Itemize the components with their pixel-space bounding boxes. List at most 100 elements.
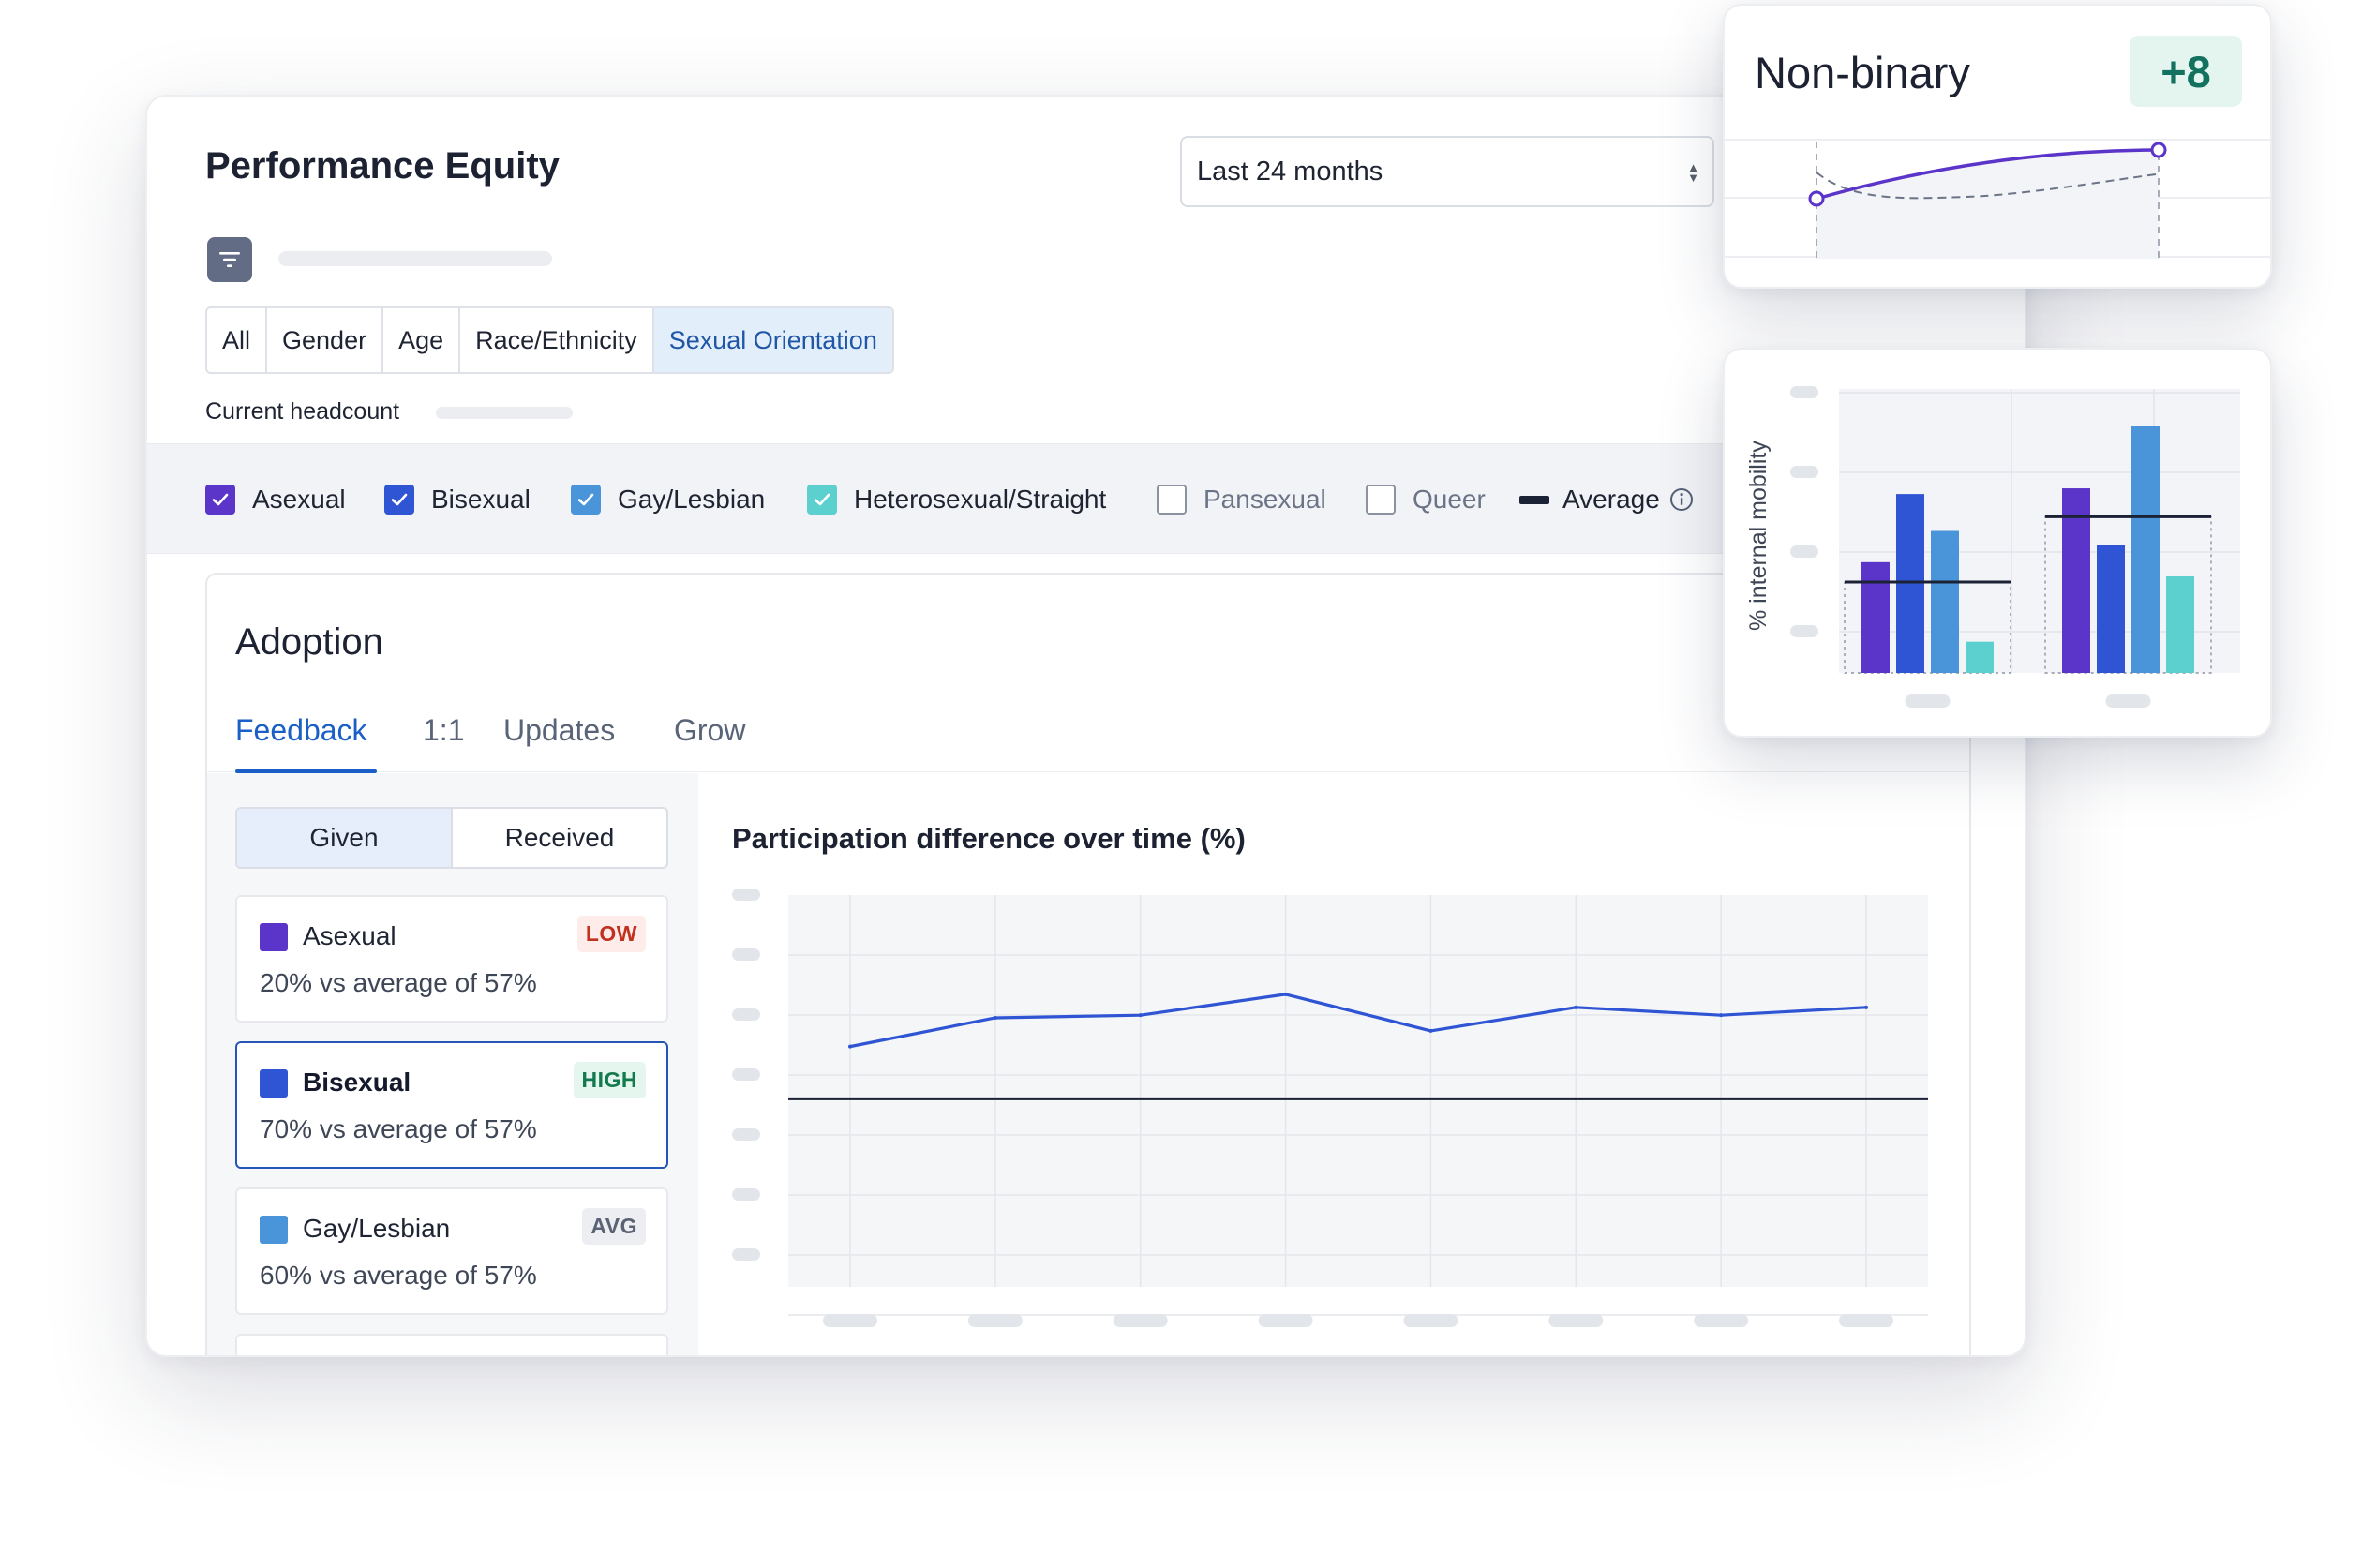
start-point: [1808, 190, 1825, 207]
group-card-bisexual[interactable]: Bisexual HIGH 70% vs average of 57%: [235, 1041, 668, 1169]
performance-equity-card: Performance Equity Last 24 months ▲ ▼ All…: [145, 95, 2026, 1357]
end-point: [2150, 142, 2167, 158]
y-tick-label-placeholder: [1790, 625, 1818, 637]
legend-label: Gay/Lesbian: [618, 485, 766, 514]
series-line: [849, 993, 1867, 1049]
date-range-select[interactable]: Last 24 months ▲ ▼: [1180, 136, 1714, 207]
select-arrows-icon: ▲ ▼: [1687, 160, 1699, 185]
y-tick-label-placeholder: [732, 948, 760, 961]
x-tick-label-placeholder: [967, 1314, 1023, 1327]
group-name: Gay/Lesbian: [303, 1214, 451, 1243]
x-tick-label-placeholder: [2105, 694, 2151, 708]
popup-group-label: Non-binary: [1755, 48, 1970, 97]
status-badge: HIGH: [573, 1062, 646, 1098]
filter-icon: [219, 252, 240, 267]
checkbox-checked-icon[interactable]: [384, 485, 414, 515]
y-tick-label-placeholder: [732, 889, 760, 901]
delta-badge: +8: [2130, 36, 2242, 107]
checkbox-checked-icon[interactable]: [807, 485, 837, 515]
y-tick-label-placeholder: [732, 1128, 760, 1141]
reference-dashed-line: [1816, 172, 2160, 200]
x-tick-label-placeholder: [1113, 1314, 1168, 1327]
data-point: [1574, 1005, 1578, 1009]
checkbox-checked-icon[interactable]: [571, 485, 601, 515]
info-circle-icon[interactable]: [1669, 487, 1694, 512]
y-tick-label-placeholder: [732, 1248, 760, 1261]
data-point: [1283, 992, 1288, 996]
data-point: [1719, 1013, 1724, 1018]
active-tab-indicator: [235, 769, 377, 773]
group-name: Asexual: [303, 921, 396, 950]
y-tick-label-placeholder: [732, 1008, 760, 1021]
y-tick-label-placeholder: [1790, 545, 1818, 558]
tab-updates[interactable]: Updates: [503, 713, 616, 747]
data-point: [1864, 1005, 1868, 1009]
adoption-card: Adoption Feedback 1:1 Updates Grow Given…: [205, 573, 1971, 1355]
toggle-given[interactable]: Given: [237, 809, 453, 867]
y-tick-label-placeholder: [1790, 386, 1818, 398]
legend-item-gay-lesbian[interactable]: Gay/Lesbian: [571, 483, 765, 516]
legend-bar: Asexual Bisexual Gay/Lesbian Heterosexua…: [147, 443, 2025, 554]
bar: [2166, 575, 2194, 673]
color-swatch: [260, 1216, 288, 1244]
color-swatch: [260, 1069, 288, 1098]
x-tick-label-placeholder: [1548, 1314, 1604, 1327]
legend-item-pansexual[interactable]: Pansexual: [1157, 483, 1326, 516]
group-detail: 20% vs average of 57%: [260, 968, 537, 997]
checkbox-unchecked-icon[interactable]: [1366, 485, 1396, 515]
status-badge: LOW: [576, 916, 646, 952]
legend-item-bisexual[interactable]: Bisexual: [384, 483, 531, 516]
participation-line-chart: [732, 889, 1928, 1327]
x-tick-label-placeholder: [823, 1314, 877, 1327]
tab-grow[interactable]: Grow: [674, 713, 746, 747]
filter-placeholder: [278, 251, 552, 266]
checkbox-unchecked-icon[interactable]: [1157, 485, 1187, 515]
legend-label: Queer: [1413, 485, 1486, 514]
tab-age[interactable]: Age: [383, 308, 461, 372]
y-tick-label-placeholder: [732, 1188, 760, 1201]
legend-label: Pansexual: [1203, 485, 1326, 514]
group-card-partial[interactable]: [235, 1334, 668, 1355]
legend-item-queer[interactable]: Queer: [1366, 483, 1486, 516]
bar: [2131, 426, 2160, 673]
tab-race-ethnicity[interactable]: Race/Ethnicity: [460, 308, 654, 372]
legend-item-heterosexual-straight[interactable]: Heterosexual/Straight: [807, 483, 1106, 516]
x-tick-label-placeholder: [1905, 694, 1951, 708]
y-tick-label-placeholder: [1790, 466, 1818, 478]
group-detail: 60% vs average of 57%: [260, 1261, 537, 1290]
headcount-value-placeholder: [436, 407, 573, 419]
tab-feedback[interactable]: Feedback: [235, 713, 367, 747]
tab-all[interactable]: All: [207, 308, 268, 372]
legend-item-asexual[interactable]: Asexual: [205, 483, 346, 516]
group-card-asexual[interactable]: Asexual LOW 20% vs average of 57%: [235, 895, 668, 1023]
group-list-panel: Given Received Asexual LOW 20% vs averag…: [207, 773, 698, 1355]
dimension-tabs: All Gender Age Race/Ethnicity Sexual Ori…: [205, 306, 894, 374]
tab-sexual-orientation[interactable]: Sexual Orientation: [653, 308, 892, 372]
data-point: [848, 1044, 852, 1049]
color-swatch: [260, 923, 288, 951]
bar: [1861, 561, 1890, 673]
group-card-gay-lesbian[interactable]: Gay/Lesbian AVG 60% vs average of 57%: [235, 1187, 668, 1315]
filter-button[interactable]: [207, 237, 252, 282]
x-tick-label-placeholder: [1403, 1314, 1458, 1327]
x-tick-label-placeholder: [1258, 1314, 1313, 1327]
group-name: Bisexual: [303, 1068, 411, 1097]
average-bracket: [2044, 515, 2212, 674]
bar: [2062, 488, 2090, 673]
average-bracket: [1844, 581, 2011, 674]
tab-gender[interactable]: Gender: [267, 308, 384, 372]
legend-label: Bisexual: [431, 485, 531, 514]
toggle-received[interactable]: Received: [504, 823, 615, 852]
chart-title: Participation difference over time (%): [732, 822, 1246, 855]
adoption-title: Adoption: [235, 621, 383, 663]
non-binary-sparkline: [1725, 139, 2270, 259]
tabs-divider: [207, 771, 1969, 772]
tab-one-on-one[interactable]: 1:1: [423, 713, 465, 747]
y-tick-label-placeholder: [732, 1068, 760, 1081]
checkbox-checked-icon[interactable]: [205, 485, 235, 515]
average-line-swatch: [1519, 495, 1549, 504]
status-badge: AVG: [582, 1208, 646, 1245]
data-point: [993, 1015, 997, 1020]
legend-item-average: Average: [1519, 483, 1694, 516]
bar: [1966, 641, 1994, 673]
